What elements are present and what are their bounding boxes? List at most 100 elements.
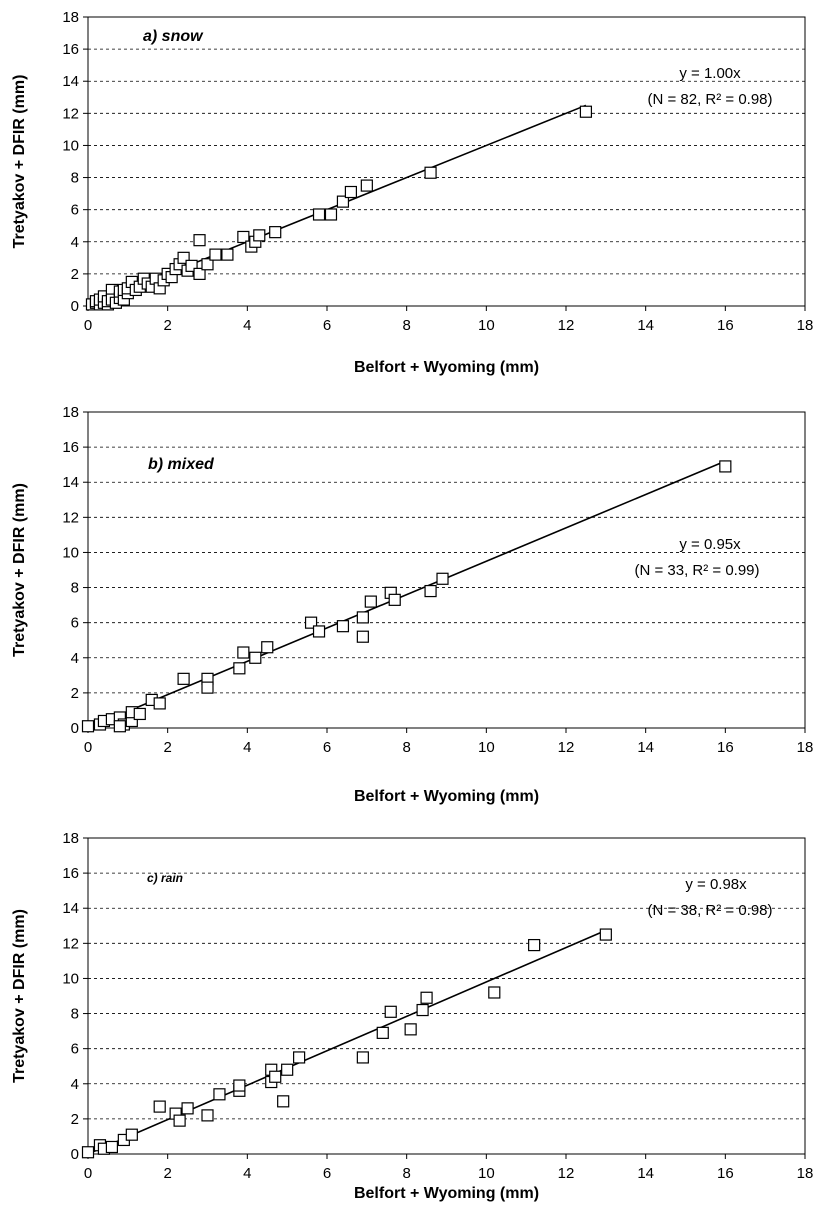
y-tick-label: 16 [62, 865, 79, 882]
data-point [153, 1100, 166, 1113]
x-axis-label: Belfort + Wyoming (mm) [354, 1185, 539, 1202]
data-point [201, 258, 214, 271]
fit-statistics: (N = 82, R² = 0.98) [647, 91, 772, 108]
data-point [105, 1140, 119, 1154]
y-tick-label: 8 [71, 580, 79, 597]
x-tick-label: 16 [717, 739, 734, 756]
y-axis-label: Tretyakov + DFIR (mm) [11, 483, 28, 657]
y-tick-label: 18 [62, 830, 79, 847]
data-point [237, 646, 250, 659]
data-point [356, 630, 369, 643]
y-axis-label: Tretyakov + DFIR (mm) [11, 909, 28, 1083]
y-tick-label: 10 [62, 137, 79, 154]
y-tick-label: 4 [71, 650, 79, 667]
plot-frame [87, 411, 806, 729]
data-point [233, 1079, 246, 1092]
y-tick-label: 4 [71, 234, 79, 251]
data-point [528, 938, 541, 952]
data-point [237, 230, 250, 244]
panel-title: b) mixed [148, 456, 215, 473]
y-tick-label: 10 [62, 970, 79, 987]
data-point [436, 572, 449, 585]
data-point [177, 672, 190, 685]
y-tick-label: 8 [71, 170, 79, 187]
x-tick-label: 0 [84, 739, 92, 756]
y-tick-label: 12 [62, 935, 79, 952]
data-point [488, 986, 501, 999]
y-tick-label: 18 [62, 404, 79, 421]
x-tick-label: 8 [402, 739, 410, 756]
y-tick-label: 10 [62, 544, 79, 561]
data-point [360, 179, 373, 192]
panel-title: a) snow [143, 28, 204, 45]
chart-panel: 0 2 4 6 8 10 12 14 16 18 0 2 4 6 8 10 12 14 16 18 Belfort + … [11, 404, 813, 805]
data-point [364, 595, 377, 608]
data-point [356, 1051, 369, 1064]
fit-equation: y = 0.95x [679, 536, 741, 553]
x-tick-label: 6 [323, 1165, 331, 1182]
y-tick-label: 6 [71, 1041, 79, 1058]
y-tick-label: 14 [62, 474, 79, 491]
x-tick-label: 14 [637, 1165, 654, 1182]
data-point [201, 681, 214, 694]
x-tick-label: 18 [797, 317, 814, 334]
y-tick-label: 16 [62, 41, 79, 58]
data-point [261, 641, 274, 654]
data-point [153, 697, 166, 710]
data-point [404, 1023, 417, 1036]
y-tick-label: 2 [71, 266, 79, 283]
data-point [173, 1114, 186, 1127]
y-tick-label: 8 [71, 1006, 79, 1023]
y-tick-label: 0 [71, 298, 79, 315]
data-point [424, 166, 437, 179]
data-point [277, 1095, 290, 1108]
x-tick-label: 4 [243, 317, 251, 334]
plot-frame [87, 16, 806, 307]
x-tick-label: 12 [558, 1165, 575, 1182]
data-point [201, 1109, 214, 1122]
data-point [249, 651, 262, 664]
data-point [133, 707, 146, 721]
data-point [388, 593, 401, 606]
y-tick-label: 18 [62, 9, 79, 26]
x-tick-label: 16 [717, 1165, 734, 1182]
data-point [376, 1026, 389, 1039]
data-point [193, 234, 206, 247]
data-point [336, 195, 350, 208]
x-tick-label: 8 [402, 317, 410, 334]
data-point [269, 1070, 282, 1083]
y-tick-label: 12 [62, 105, 79, 122]
data-point [324, 208, 338, 221]
data-point [384, 1005, 397, 1018]
x-tick-label: 2 [163, 739, 171, 756]
fit-statistics: (N = 38, R² = 0.98) [647, 902, 772, 919]
x-tick-label: 6 [323, 317, 331, 334]
y-tick-label: 14 [62, 73, 79, 90]
chart-panel: 0 2 4 6 8 10 12 14 16 18 0 2 4 6 8 10 12 14 16 18 Belfort + … [11, 9, 813, 376]
y-tick-label: 14 [62, 900, 79, 917]
data-point [269, 226, 282, 239]
x-tick-label: 18 [797, 739, 814, 756]
data-point [420, 991, 433, 1004]
data-point [81, 1146, 95, 1159]
x-tick-label: 10 [478, 1165, 495, 1182]
data-point [719, 460, 732, 473]
data-point [293, 1051, 306, 1064]
x-axis-label: Belfort + Wyoming (mm) [354, 788, 539, 805]
data-point [424, 584, 437, 598]
x-tick-label: 2 [163, 1165, 171, 1182]
data-point [312, 208, 326, 221]
y-tick-label: 2 [71, 685, 79, 702]
x-tick-label: 12 [558, 739, 575, 756]
data-point [81, 720, 95, 733]
y-tick-label: 2 [71, 1111, 79, 1128]
x-tick-label: 12 [558, 317, 575, 334]
data-point [336, 620, 350, 633]
x-tick-label: 14 [637, 317, 654, 334]
data-point [416, 1003, 429, 1017]
x-tick-label: 4 [243, 739, 251, 756]
data-point [253, 229, 266, 242]
panel-title: c) rain [147, 871, 183, 885]
data-point [213, 1088, 226, 1101]
